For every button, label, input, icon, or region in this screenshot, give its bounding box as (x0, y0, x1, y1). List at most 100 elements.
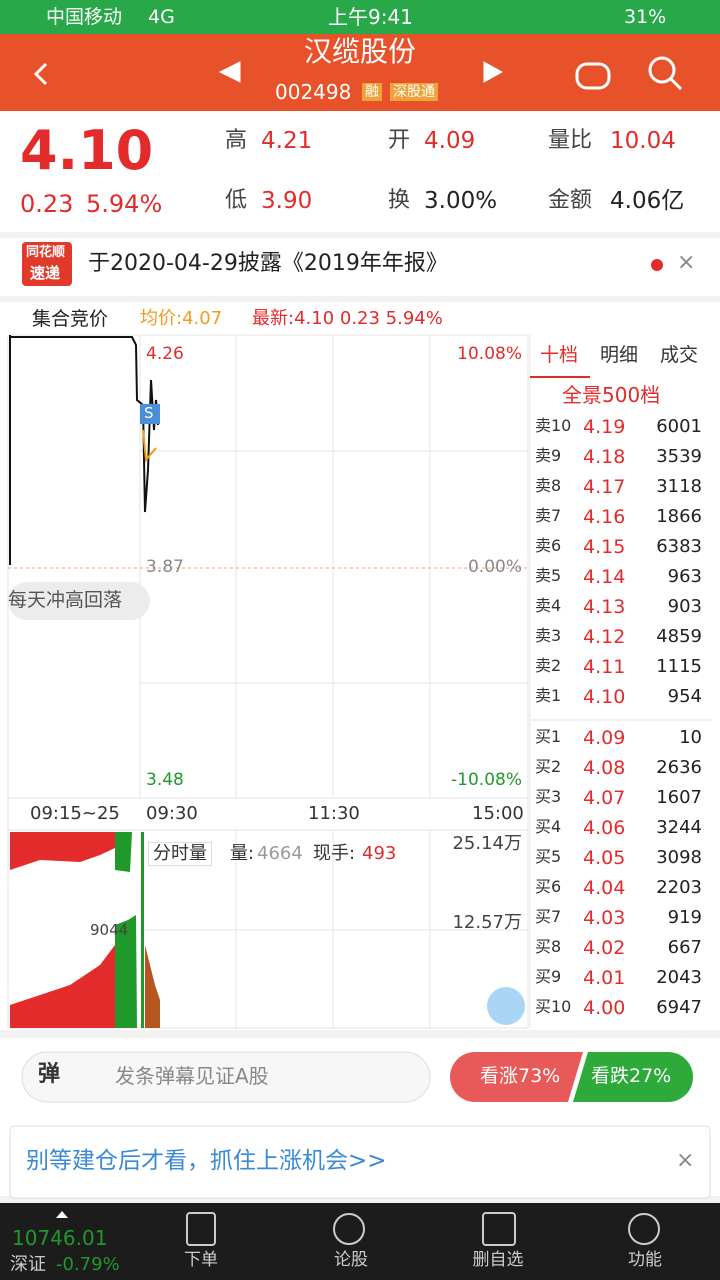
book-volume: 3118 (656, 476, 702, 497)
avg-line (142, 429, 157, 463)
order-icon[interactable] (186, 1212, 216, 1246)
forum-icon[interactable] (333, 1213, 365, 1245)
logo-text: 速递 (30, 264, 61, 282)
carrier: 中国移动 (46, 6, 123, 28)
book-level: 买1 (535, 727, 562, 746)
expand-button[interactable] (487, 987, 525, 1025)
book-price: 4.18 (583, 446, 626, 468)
close-button[interactable]: × (676, 1148, 695, 1173)
chart-panel (0, 302, 720, 1030)
volume-bars (145, 945, 160, 1028)
stat-value: 3.90 (261, 188, 313, 214)
book-volume: 1866 (656, 506, 702, 527)
up-button-text[interactable]: 看涨73% (480, 1065, 561, 1087)
book-volume: 4859 (656, 626, 702, 647)
chart-tab[interactable]: 集合竞价 (32, 308, 109, 330)
close-button[interactable]: × (677, 250, 696, 275)
volume-axis: 12.57万 (452, 912, 522, 933)
book-level: 买9 (535, 967, 562, 986)
tag-pill (8, 582, 150, 620)
y2-label: 0.00% (467, 557, 522, 577)
change-pct: 5.94% (86, 190, 163, 218)
danmu-placeholder: 发条弹幕见证A股 (115, 1064, 269, 1088)
robot-icon[interactable] (575, 62, 611, 90)
book-price: 4.16 (583, 506, 626, 528)
book-volume: 6383 (656, 536, 702, 557)
stat-label: 开 (388, 128, 411, 153)
book-price: 4.10 (583, 686, 626, 708)
book-volume: 3098 (656, 847, 702, 868)
book-level: 卖4 (535, 596, 562, 615)
nav-item[interactable]: 下单 (184, 1250, 218, 1270)
ad-text: 别等建仓后才看，抓住上涨机会>> (26, 1148, 387, 1174)
volume-title: 分时量 (148, 842, 212, 866)
stat-value: 4.09 (424, 128, 476, 154)
price: 4.10 (20, 119, 154, 182)
battery: 31% (624, 6, 667, 28)
book-volume: 903 (667, 596, 702, 617)
x-label: 15:00 (472, 803, 524, 824)
remove-icon[interactable] (482, 1212, 516, 1246)
book-tab[interactable]: 十档 (540, 344, 579, 366)
book-tab[interactable]: 明细 (600, 344, 639, 366)
signal-badge (140, 404, 160, 424)
book-tab[interactable]: 成交 (660, 344, 699, 366)
news-text: 于2020-04-29披露《2019年年报》 (88, 251, 448, 276)
index-pct: -0.79% (56, 1254, 120, 1275)
chart-frame (7, 334, 529, 1029)
up-button[interactable] (450, 1052, 583, 1102)
stat-label: 量比 (548, 128, 593, 153)
back-icon[interactable] (33, 62, 48, 86)
x-label: 11:30 (308, 803, 360, 824)
y-label: 3.87 (146, 557, 184, 577)
index-name: 深证 (10, 1254, 46, 1275)
book-volume: 10 (679, 727, 702, 748)
next-icon[interactable] (483, 61, 504, 83)
book-price: 4.11 (583, 656, 626, 678)
index-value: 10746.01 (12, 1226, 108, 1250)
book-level: 卖6 (535, 536, 562, 555)
nav-item[interactable]: 论股 (334, 1250, 368, 1270)
status-bar (0, 0, 720, 34)
book-level: 卖3 (535, 626, 562, 645)
change: 0.23 (20, 190, 74, 218)
volume-bar (141, 832, 144, 1028)
down-button-text[interactable]: 看跌27% (591, 1065, 672, 1087)
book-price: 4.07 (583, 787, 626, 809)
book-price: 4.03 (583, 907, 626, 929)
book-price: 4.12 (583, 626, 626, 648)
more-icon[interactable] (628, 1213, 660, 1245)
hand-value: 493 (362, 843, 397, 864)
index-arrow (56, 1211, 68, 1218)
danmu-input[interactable] (21, 1051, 431, 1103)
nav-item[interactable]: 删自选 (472, 1250, 524, 1270)
book-volume: 6001 (656, 416, 702, 437)
tag: 深股通 (390, 83, 438, 101)
book-volume: 6947 (656, 997, 702, 1018)
book-price: 4.05 (583, 847, 626, 869)
y2-label: -10.08% (451, 770, 522, 790)
stat-value: 4.21 (261, 128, 313, 154)
book-price: 4.02 (583, 937, 626, 959)
nav-item[interactable]: 功能 (628, 1250, 662, 1270)
prev-icon[interactable] (218, 61, 241, 83)
down-button[interactable] (573, 1052, 693, 1102)
y2-label: 10.08% (457, 344, 522, 364)
book-price: 4.15 (583, 536, 626, 558)
book-level: 买6 (535, 877, 562, 896)
search-icon[interactable] (648, 56, 676, 84)
news-logo (22, 242, 72, 286)
book-level: 卖10 (535, 416, 572, 435)
book-title: 全景500档 (562, 383, 661, 407)
book-level: 卖9 (535, 446, 562, 465)
book-volume: 2043 (656, 967, 702, 988)
volume-value: 4664 (257, 843, 303, 864)
x-label: 09:15~25 (30, 803, 120, 824)
book-price: 4.06 (583, 817, 626, 839)
ad-box[interactable] (9, 1125, 711, 1199)
x-label: 09:30 (146, 803, 198, 824)
book-price: 4.09 (583, 727, 626, 749)
book-price: 4.17 (583, 476, 626, 498)
avg-price: 均价:4.07 (140, 308, 223, 329)
